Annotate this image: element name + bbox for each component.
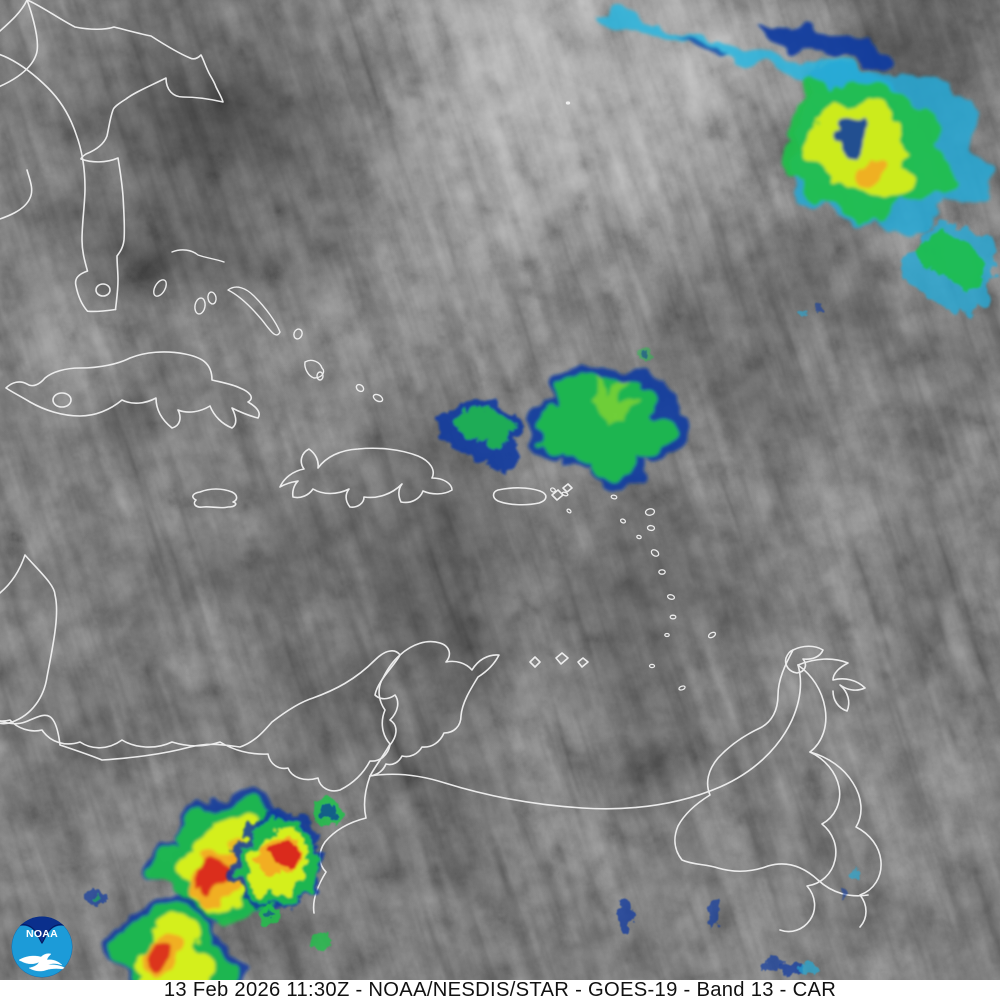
svg-text:NOAA: NOAA	[26, 928, 58, 940]
